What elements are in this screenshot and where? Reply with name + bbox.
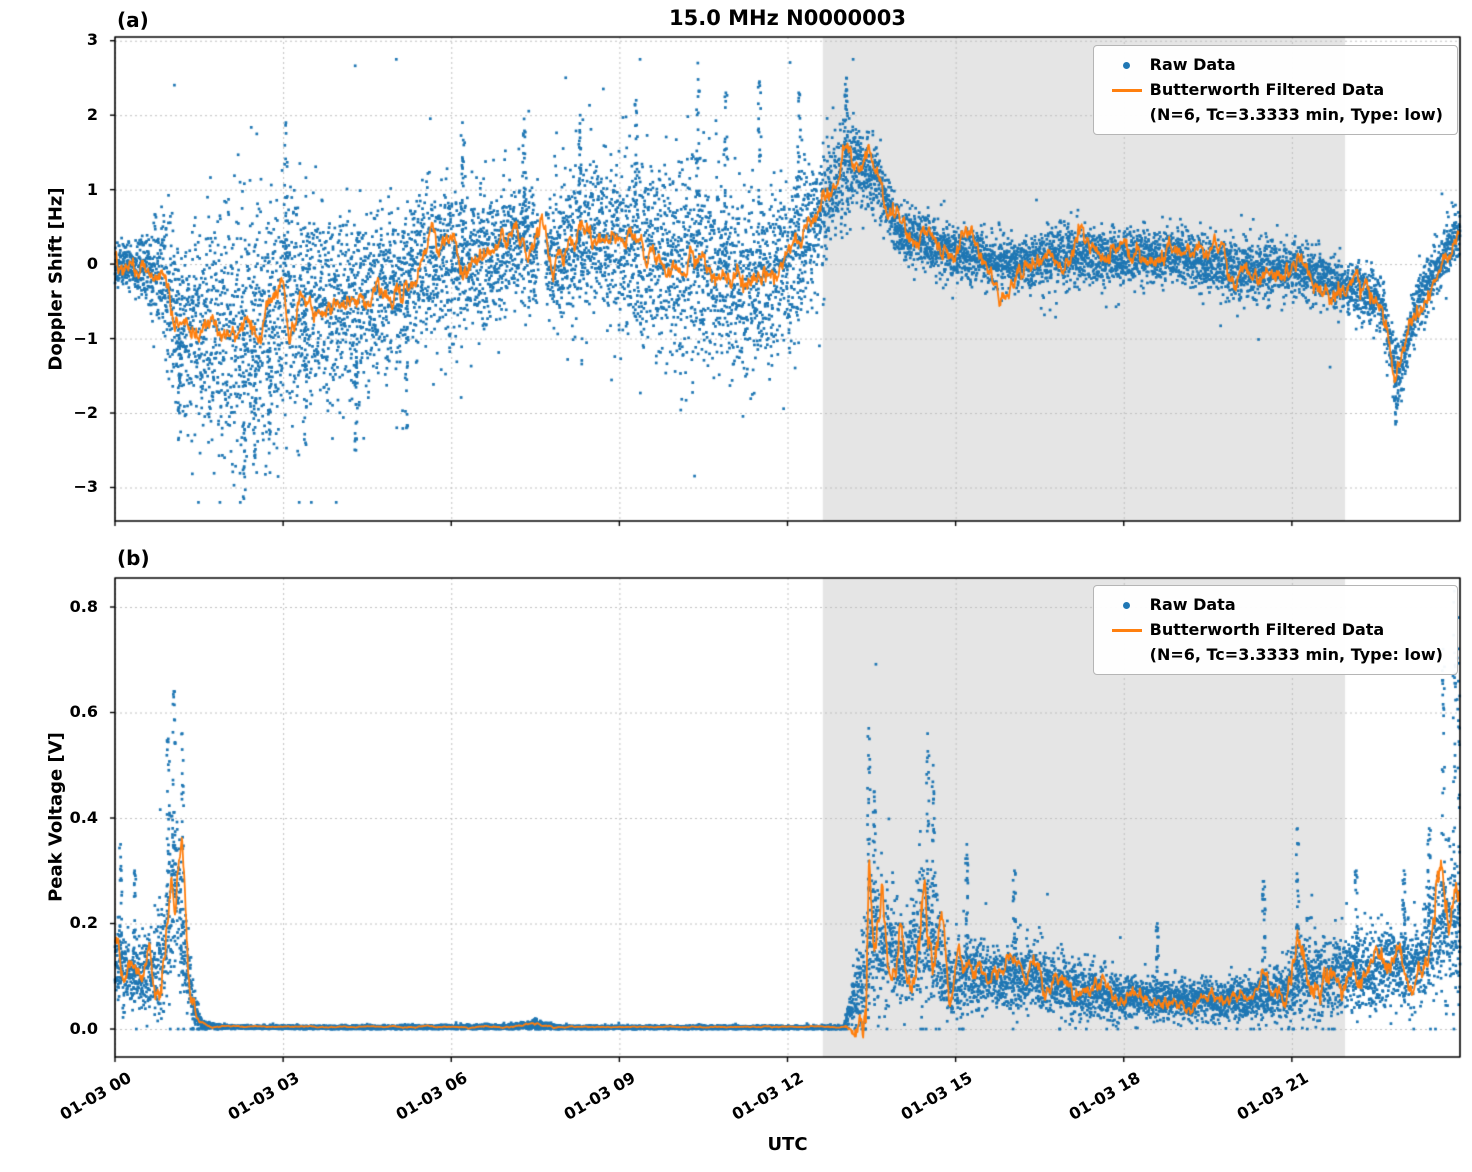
legend-a-filtered-entry: Butterworth Filtered Data [1104,79,1443,101]
legend-b-filtered-label: Butterworth Filtered Data [1149,620,1385,639]
ytick-b-08: 0.8 [69,597,98,616]
legend-b-filtered-params-label: (N=6, Tc=3.3333 min, Type: low) [1149,645,1443,664]
legend-a-raw-entry: Raw Data [1104,54,1443,76]
ytick-a-m1: −1 [73,329,98,348]
legend-a-filtered-params: (N=6, Tc=3.3333 min, Type: low) [1104,104,1443,126]
legend-b: Raw Data Butterworth Filtered Data (N=6,… [1092,585,1458,675]
ytick-b-06: 0.6 [69,702,98,721]
legend-b-raw-entry: Raw Data [1104,594,1443,616]
panel-label-b: (b) [117,546,150,570]
filtered-line-icon [1104,628,1150,632]
panel-label-a: (a) [117,8,149,32]
legend-a: Raw Data Butterworth Filtered Data (N=6,… [1092,45,1458,135]
ytick-b-02: 0.2 [69,913,98,932]
ytick-a-0: 0 [86,254,98,273]
legend-a-raw-label: Raw Data [1149,55,1236,74]
legend-b-raw-label: Raw Data [1149,595,1236,614]
plot-title: 15.0 MHz N0000003 [669,6,906,30]
ytick-a-m2: −2 [73,403,98,422]
legend-b-filtered-entry: Butterworth Filtered Data [1104,619,1443,641]
x-axis-label: UTC [767,1134,808,1155]
raw-data-marker-icon [1104,601,1150,609]
ytick-a-3: 3 [86,30,98,49]
ytick-b-04: 0.4 [69,808,98,827]
legend-b-filtered-params: (N=6, Tc=3.3333 min, Type: low) [1104,644,1443,666]
ytick-b-00: 0.0 [69,1019,98,1038]
ytick-a-m3: −3 [73,477,98,496]
ytick-a-2: 2 [86,105,98,124]
filtered-line-icon [1104,88,1150,92]
raw-data-marker-icon [1104,61,1150,69]
ytick-a-1: 1 [86,180,98,199]
legend-a-filtered-label: Butterworth Filtered Data [1149,80,1385,99]
legend-a-filtered-params-label: (N=6, Tc=3.3333 min, Type: low) [1149,105,1443,124]
